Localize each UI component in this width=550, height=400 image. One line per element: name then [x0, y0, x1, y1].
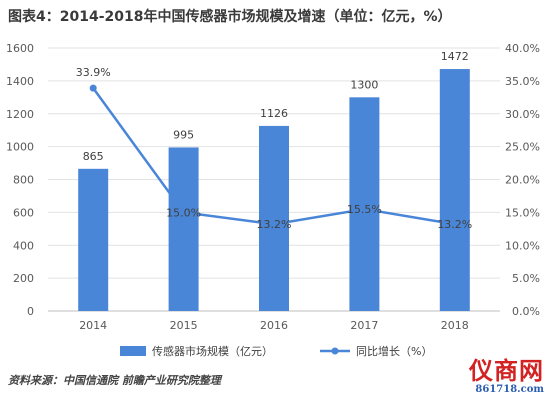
line-point — [180, 208, 188, 216]
legend-bar-swatch — [120, 346, 146, 356]
bar-value-label: 995 — [173, 128, 194, 141]
bar-value-label: 865 — [83, 150, 104, 163]
y-right-tick-label: 5.0% — [512, 272, 540, 285]
line-value-labels: 33.9% 15.0% 13.2% 15.5% 13.2% — [76, 66, 473, 231]
y-right-tick-label: 15.0% — [505, 206, 540, 219]
line-point — [451, 220, 459, 228]
y-left-tick-label: 1400 — [6, 75, 34, 88]
legend: 传感器市场规模（亿元） 同比增长（%） — [120, 344, 432, 358]
y-right-tick-label: 25.0% — [505, 141, 540, 154]
y-right-tick-label: 35.0% — [505, 75, 540, 88]
line-value-label: 15.0% — [166, 206, 201, 219]
x-tick-label: 2014 — [79, 319, 107, 332]
y-left-tick-label: 0 — [27, 305, 34, 318]
line-point — [360, 205, 368, 213]
source-note: 资料来源：中国信通院 前瞻产业研究院整理 — [8, 374, 221, 387]
legend-line-marker — [331, 347, 339, 355]
brand-name: 仪商网 — [469, 356, 544, 385]
line-point — [89, 84, 97, 92]
legend-line-label: 同比增长（%） — [356, 344, 432, 358]
brand-url: 861718.com — [475, 384, 544, 395]
x-tick-label: 2018 — [441, 319, 469, 332]
y-left-tick-label: 400 — [13, 239, 34, 252]
y-right-tick-label: 40.0% — [505, 42, 540, 55]
line-value-label: 15.5% — [347, 203, 382, 216]
bar — [259, 125, 289, 311]
y-right-tick-label: 30.0% — [505, 108, 540, 121]
line-value-label: 13.2% — [257, 218, 292, 231]
bar-value-labels: 865 995 1126 1300 1472 — [83, 50, 469, 163]
bars — [78, 69, 470, 311]
bar-value-label: 1300 — [350, 78, 378, 91]
y-left-tick-label: 1200 — [6, 108, 34, 121]
y-right-tick-label: 20.0% — [505, 174, 540, 187]
left-axis-ticks: 0 200 400 600 800 1000 1200 1400 1600 — [6, 42, 34, 318]
right-axis-ticks: 0.0% 5.0% 10.0% 15.0% 20.0% 25.0% 30.0% 35.0% 40… — [505, 42, 540, 318]
y-left-tick-label: 200 — [13, 272, 34, 285]
growth-line — [89, 84, 459, 228]
chart-title: 图表4：2014-2018年中国传感器市场规模及增速（单位：亿元，%） — [8, 9, 452, 25]
bar-value-label: 1126 — [260, 107, 288, 120]
bar — [349, 97, 380, 311]
line-point — [270, 220, 278, 228]
x-tick-label: 2017 — [350, 319, 378, 332]
y-left-tick-label: 600 — [13, 206, 34, 219]
line-value-label: 33.9% — [76, 66, 111, 79]
bar-value-label: 1472 — [441, 50, 469, 63]
x-tick-label: 2016 — [260, 319, 288, 332]
bar — [439, 69, 470, 311]
y-left-tick-label: 1600 — [6, 42, 34, 55]
line-value-label: 13.2% — [437, 218, 472, 231]
y-right-tick-label: 0.0% — [512, 305, 540, 318]
x-tick-label: 2015 — [170, 319, 198, 332]
y-left-tick-label: 1000 — [6, 141, 34, 154]
brand-logo: 仪商网 861718.com — [469, 358, 544, 396]
y-right-tick-label: 10.0% — [505, 239, 540, 252]
bar — [78, 168, 109, 311]
bar — [168, 147, 199, 311]
y-left-tick-label: 800 — [13, 174, 34, 187]
legend-bar-label: 传感器市场规模（亿元） — [152, 344, 273, 358]
x-axis-labels: 2014 2015 2016 2017 2018 — [79, 319, 469, 332]
